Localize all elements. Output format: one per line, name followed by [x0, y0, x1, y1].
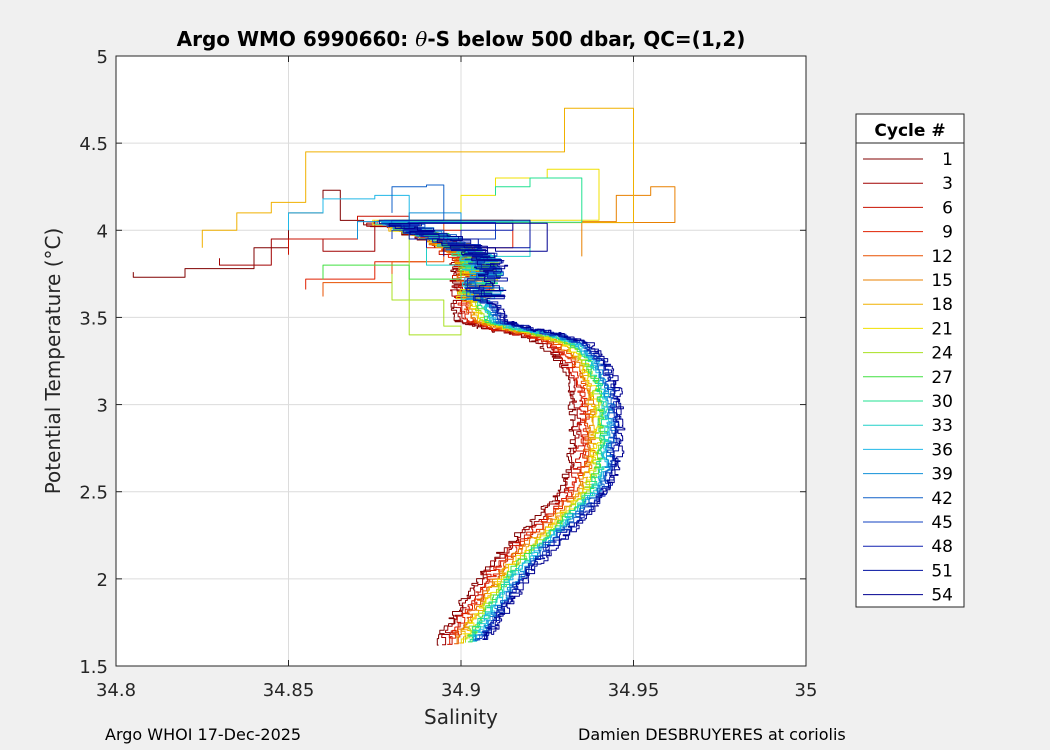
y-tick-label: 1.5: [79, 657, 108, 678]
legend-label: 33: [931, 416, 953, 436]
legend-title: Cycle #: [874, 121, 945, 141]
series-line-cycle-45: [386, 222, 620, 641]
legend-label: 24: [931, 344, 953, 364]
x-tick-label: 34.8: [96, 680, 136, 701]
legend-label: 54: [931, 586, 953, 606]
y-tick-label: 5: [97, 47, 108, 68]
legend-label: 48: [931, 537, 953, 557]
legend-box: [855, 113, 965, 608]
y-axis-label: Potential Temperature (°C): [41, 228, 65, 495]
legend-label: 18: [931, 295, 953, 315]
legend-label: 42: [931, 489, 953, 509]
legend-label: 45: [931, 513, 953, 533]
series-line-cycle-54: [388, 222, 626, 640]
series-line-cycle-48: [402, 221, 622, 640]
y-tick-label: 4: [97, 221, 108, 242]
x-tick-label: 34.95: [608, 680, 660, 701]
ticks: 34.8 34.85 34.9 34.95 35 1.5 2 2.5 3 3.5 4 4.5 5: [79, 47, 817, 701]
legend-label: 27: [931, 368, 953, 388]
legend-label: 30: [931, 392, 953, 412]
legend-label: 6: [942, 198, 953, 218]
footer-left: Argo WHOI 17-Dec-2025: [105, 725, 302, 744]
legend-label: 51: [931, 561, 953, 581]
chart-title-theta: θ: [415, 27, 427, 51]
legend: Cycle # 13691215182124273033363942454851…: [855, 113, 965, 608]
legend-label: 1: [942, 150, 953, 170]
y-tick-label: 3.5: [79, 308, 108, 329]
legend-label: 39: [931, 465, 953, 485]
series-line-cycle-21: [372, 168, 602, 644]
series-group: [132, 107, 676, 646]
series-line-cycle-12: [322, 221, 594, 645]
chart-title-prefix: Argo WMO 6990660:: [177, 27, 416, 51]
legend-label: 15: [931, 271, 953, 291]
legend-label: 21: [931, 319, 953, 339]
series-line-cycle-51: [378, 219, 622, 640]
legend-label: 9: [942, 223, 953, 243]
y-tick-label: 3: [97, 396, 108, 417]
legend-label: 3: [942, 174, 953, 194]
chart-title: Argo WMO 6990660: θ-S below 500 dbar, QC…: [177, 27, 746, 51]
series-line-cycle-3: [219, 220, 582, 646]
x-axis-label: Salinity: [424, 705, 498, 729]
footer-right: Damien DESBRUYERES at coriolis: [578, 725, 846, 744]
series-line-cycle-33: [375, 220, 611, 642]
y-tick-label: 4.5: [79, 134, 108, 155]
y-tick-label: 2: [97, 570, 108, 591]
x-tick-label: 34.9: [441, 680, 481, 701]
legend-label: 36: [931, 440, 953, 460]
series-line-cycle-1: [132, 189, 577, 646]
chart-title-suffix: -S below 500 dbar, QC=(1,2): [427, 27, 745, 51]
legend-label: 12: [931, 247, 953, 267]
y-tick-label: 2.5: [79, 483, 108, 504]
x-tick-label: 34.85: [263, 680, 315, 701]
x-tick-label: 35: [795, 680, 818, 701]
